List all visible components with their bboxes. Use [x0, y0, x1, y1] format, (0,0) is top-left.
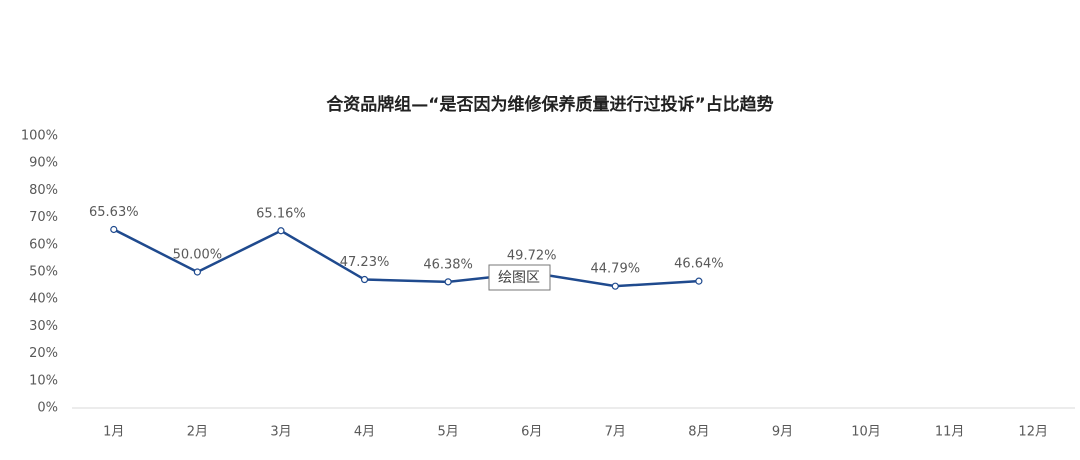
y-tick-label: 100% [21, 129, 58, 144]
y-tick-label: 40% [29, 292, 58, 307]
y-tick-label: 20% [29, 346, 58, 361]
y-tick-label: 80% [29, 183, 58, 198]
x-tick-label: 7月 [605, 425, 626, 440]
data-point [110, 225, 118, 234]
data-label: 49.72% [507, 248, 557, 263]
x-tick-label: 2月 [187, 425, 208, 440]
y-tick-label: 70% [29, 210, 58, 225]
y-tick-label: 30% [29, 319, 58, 334]
y-tick-label: 0% [37, 401, 58, 416]
data-point [193, 268, 201, 276]
data-point [444, 278, 452, 286]
data-label: 46.64% [674, 257, 724, 272]
data-label: 65.63% [89, 205, 139, 220]
x-tick-label: 11月 [935, 425, 965, 440]
x-tick-label: 12月 [1018, 425, 1048, 440]
chart-title: 合资品牌组—“是否因为维修保养质量进行过投诉”占比趋势 [326, 94, 773, 115]
data-label: 65.16% [256, 206, 306, 221]
data-label: 44.79% [591, 262, 641, 277]
x-tick-label: 3月 [270, 425, 291, 440]
data-point [611, 282, 619, 290]
x-tick-label: 5月 [437, 425, 458, 440]
data-label: 46.38% [423, 257, 473, 272]
tooltip: 绘图区 [498, 270, 540, 286]
y-tick-label: 90% [29, 156, 58, 171]
x-tick-label: 8月 [688, 425, 709, 440]
x-tick-label: 1月 [103, 425, 124, 440]
x-tick-label: 9月 [772, 425, 793, 440]
x-tick-label: 4月 [354, 425, 375, 440]
x-tick-label: 10月 [851, 425, 881, 440]
y-tick-label: 60% [29, 237, 58, 252]
data-label: 50.00% [173, 248, 223, 263]
y-tick-label: 10% [29, 373, 58, 388]
data-point [360, 275, 369, 284]
tooltip-box [488, 264, 551, 291]
y-tick-label: 50% [29, 265, 58, 280]
data-label: 47.23% [340, 255, 390, 270]
data-point [277, 227, 285, 235]
series-line [113, 228, 699, 288]
data-point [695, 277, 703, 285]
x-tick-label: 6月 [521, 425, 542, 440]
